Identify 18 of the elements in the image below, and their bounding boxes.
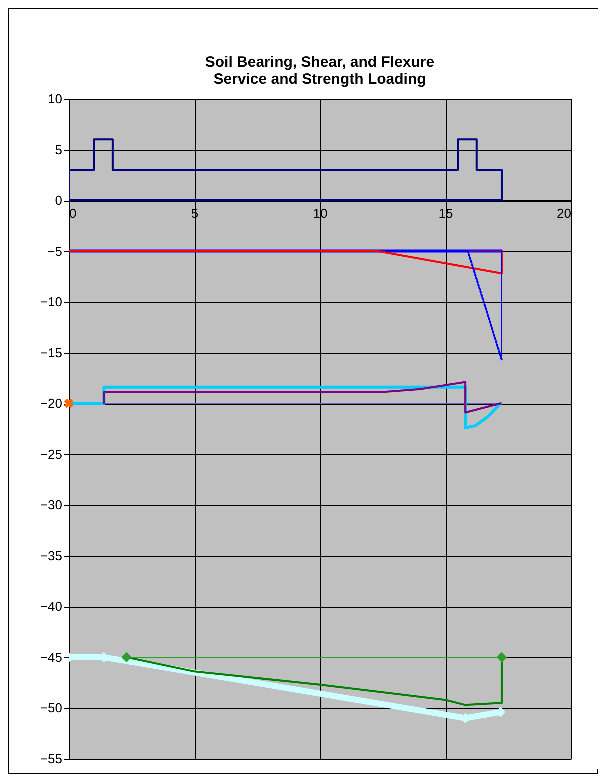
chart-subtitle: Service and Strength Loading xyxy=(214,71,426,88)
y-tick-label: −15 xyxy=(40,345,62,360)
y-tick-label: −45 xyxy=(40,650,62,665)
y-tick-label: −30 xyxy=(40,498,62,513)
y-tick-label: −5 xyxy=(48,244,62,259)
y-tick-label: −50 xyxy=(40,700,62,716)
y-tick-label: 5 xyxy=(55,142,62,158)
x-tick-label: 0 xyxy=(70,206,77,222)
y-tick-label: 0 xyxy=(55,193,62,208)
y-tick-label: −35 xyxy=(40,548,62,564)
y-tick-label: −55 xyxy=(40,752,62,766)
y-tick-label: −25 xyxy=(40,446,62,462)
y-tick-label: −10 xyxy=(40,294,62,310)
y-tick-label: −20 xyxy=(40,396,62,412)
y-tick-label: 10 xyxy=(48,92,62,106)
chart-title: Soil Bearing, Shear, and Flexure xyxy=(205,54,435,71)
x-tick-label: 20 xyxy=(557,206,572,222)
y-tick-label: −40 xyxy=(40,599,62,614)
